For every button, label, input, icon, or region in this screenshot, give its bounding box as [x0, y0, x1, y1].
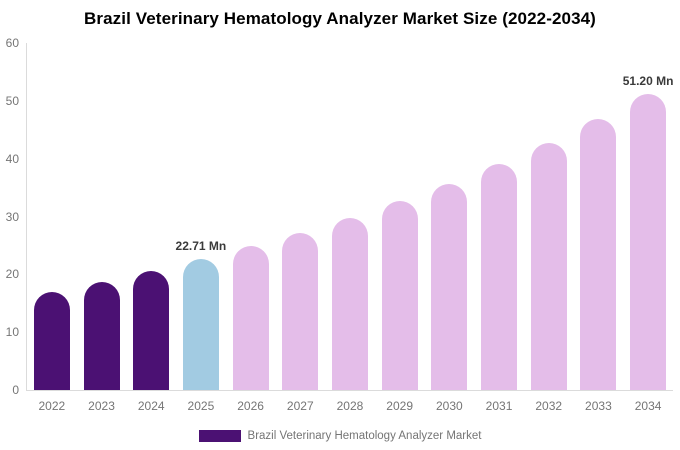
y-tick-label: 60 [5, 36, 19, 50]
x-tick-label: 2032 [535, 399, 563, 413]
bar-slot: 2030 [425, 43, 475, 413]
x-tick-label: 2028 [336, 399, 364, 413]
bar [630, 93, 667, 390]
plot-area: 2022 2023 2024 22.71 Mn 2025 2026 2027 2028 2029… [26, 43, 674, 413]
x-tick-label: 2034 [634, 399, 662, 413]
bar-slot: 2027 [275, 43, 325, 413]
bar-slot: 2022 [27, 43, 77, 413]
x-tick-label: 2023 [88, 399, 115, 413]
x-tick-label: 2027 [286, 399, 314, 413]
legend: Brazil Veterinary Hematology Analyzer Ma… [0, 430, 680, 442]
bar-slot: 2024 [126, 43, 176, 413]
y-tick-label: 50 [5, 93, 19, 108]
y-tick-label: 0 [12, 383, 19, 397]
bar-slot: 2032 [524, 43, 574, 413]
x-tick-label: 2022 [38, 399, 66, 413]
bar-slot: 2031 [474, 43, 524, 413]
legend-swatch [198, 430, 241, 442]
bars: 2022 2023 2024 22.71 Mn 2025 2026 2027 2028 2029… [27, 43, 674, 413]
bar-slot: 2023 [77, 43, 127, 413]
y-tick-label: 10 [5, 325, 19, 340]
x-tick-label: 2025 [187, 399, 215, 413]
bar [530, 143, 567, 390]
bar-slot: 22.71 Mn 2025 [175, 43, 227, 413]
bar [331, 217, 368, 390]
bar [33, 291, 70, 390]
x-tick-label: 2030 [435, 399, 463, 413]
bar-slot: 2033 [574, 43, 624, 413]
bar [232, 246, 269, 390]
bar [182, 258, 219, 390]
bar-slot: 2028 [325, 43, 375, 413]
chart-title: Brazil Veterinary Hematology Analyzer Ma… [84, 9, 596, 28]
x-tick-label: 2026 [237, 399, 264, 413]
y-axis: 0 10 20 30 40 50 60 [0, 37, 26, 396]
bar-slot: 2026 [226, 43, 276, 413]
bar-slot: 51.20 Mn 2034 [622, 43, 674, 413]
x-tick-label: 2033 [585, 399, 612, 413]
bar-value-label: 22.71 Mn [175, 238, 227, 253]
x-tick-label: 2024 [137, 399, 165, 413]
legend-label: Brazil Veterinary Hematology Analyzer Ma… [247, 430, 482, 442]
y-tick-label: 30 [5, 209, 19, 224]
y-tick-label: 20 [5, 267, 19, 282]
bar-value-label: 51.20 Mn [622, 73, 674, 88]
bar [282, 232, 319, 390]
bar [481, 164, 518, 390]
bar-slot: 2029 [375, 43, 425, 413]
bar [580, 119, 617, 390]
bar [381, 201, 418, 390]
x-tick-label: 2031 [485, 399, 513, 413]
x-tick-label: 2029 [386, 399, 414, 413]
bar [431, 183, 468, 390]
bar [133, 271, 170, 390]
y-tick-label: 40 [5, 151, 19, 166]
bar [83, 281, 120, 390]
